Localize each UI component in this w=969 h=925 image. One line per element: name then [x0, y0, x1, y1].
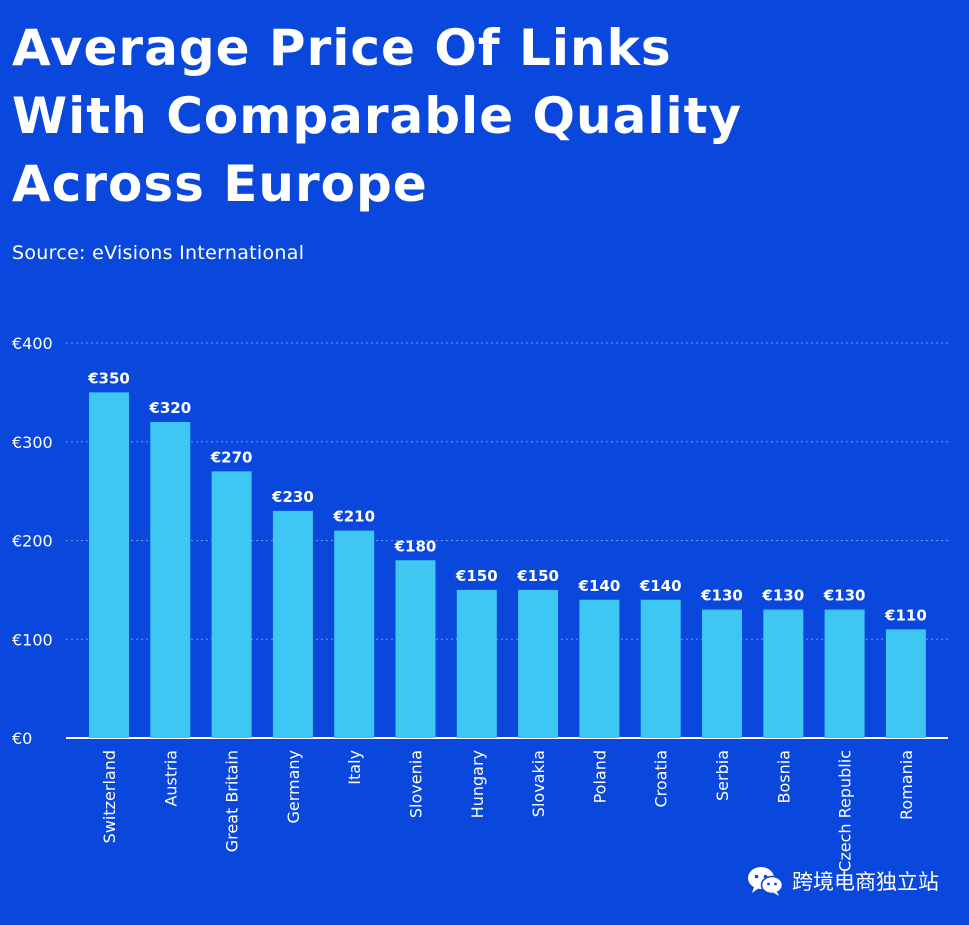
- y-tick-label: €0: [12, 729, 32, 748]
- x-tick-label: Czech Republic: [836, 750, 855, 872]
- bar: [89, 392, 129, 738]
- chart-title: Average Price Of Links With Comparable Q…: [12, 14, 952, 218]
- x-tick-label: Poland: [590, 750, 609, 803]
- data-label: €350: [87, 369, 130, 387]
- bar: [640, 599, 681, 738]
- y-tick-label: €300: [12, 433, 53, 452]
- chart-title-line: Average Price Of Links: [12, 19, 672, 77]
- x-tick-label: Romania: [897, 750, 916, 820]
- bar: [272, 510, 313, 738]
- y-tick-label: €400: [12, 334, 53, 353]
- bar: [579, 599, 620, 738]
- bar: [211, 471, 252, 738]
- bar: [518, 589, 559, 738]
- y-tick-label: €100: [12, 630, 53, 649]
- data-label: €150: [455, 567, 498, 585]
- x-tick-label: Serbia: [713, 750, 732, 801]
- y-tick-label: €200: [12, 532, 53, 551]
- bar: [702, 609, 742, 738]
- bar: [334, 530, 375, 738]
- data-label: €150: [516, 567, 559, 585]
- chart-title-line: With Comparable Quality: [12, 87, 743, 145]
- data-label: €130: [700, 587, 743, 605]
- x-tick-label: Switzerland: [100, 750, 119, 843]
- x-tick-label: Bosnia: [774, 750, 793, 804]
- data-label: €140: [578, 577, 621, 595]
- data-label: €230: [271, 488, 314, 506]
- chart-subtitle: Source: eVisions International: [12, 242, 305, 264]
- x-tick-label: Croatia: [652, 750, 671, 808]
- x-tick-label: Germany: [284, 750, 303, 824]
- data-label: €210: [332, 508, 375, 526]
- bar: [885, 629, 926, 738]
- x-tick-label: Italy: [345, 750, 364, 785]
- watermark-text: 跨境电商独立站: [792, 870, 939, 894]
- watermark: 跨境电商独立站: [746, 865, 939, 897]
- wechat-icon: [748, 867, 784, 896]
- bar: [150, 422, 191, 738]
- x-tick-label: Hungary: [468, 750, 487, 818]
- data-label: €140: [639, 577, 682, 595]
- data-label: €320: [148, 399, 191, 417]
- x-tick-label: Great Britain: [223, 750, 242, 852]
- data-label: €130: [823, 587, 866, 605]
- x-tick-label: Austria: [161, 750, 180, 807]
- x-tick-label: Slovenia: [407, 750, 426, 818]
- data-label: €110: [884, 606, 927, 624]
- bar: [456, 589, 497, 738]
- data-label: €180: [394, 537, 437, 555]
- x-tick-label: Slovakia: [529, 750, 548, 817]
- bar: [824, 609, 865, 738]
- bar: [763, 609, 804, 738]
- chart-title-line: Across Europe: [12, 155, 428, 213]
- data-label: €130: [761, 587, 804, 605]
- bar: [395, 560, 436, 738]
- data-label: €270: [210, 448, 253, 466]
